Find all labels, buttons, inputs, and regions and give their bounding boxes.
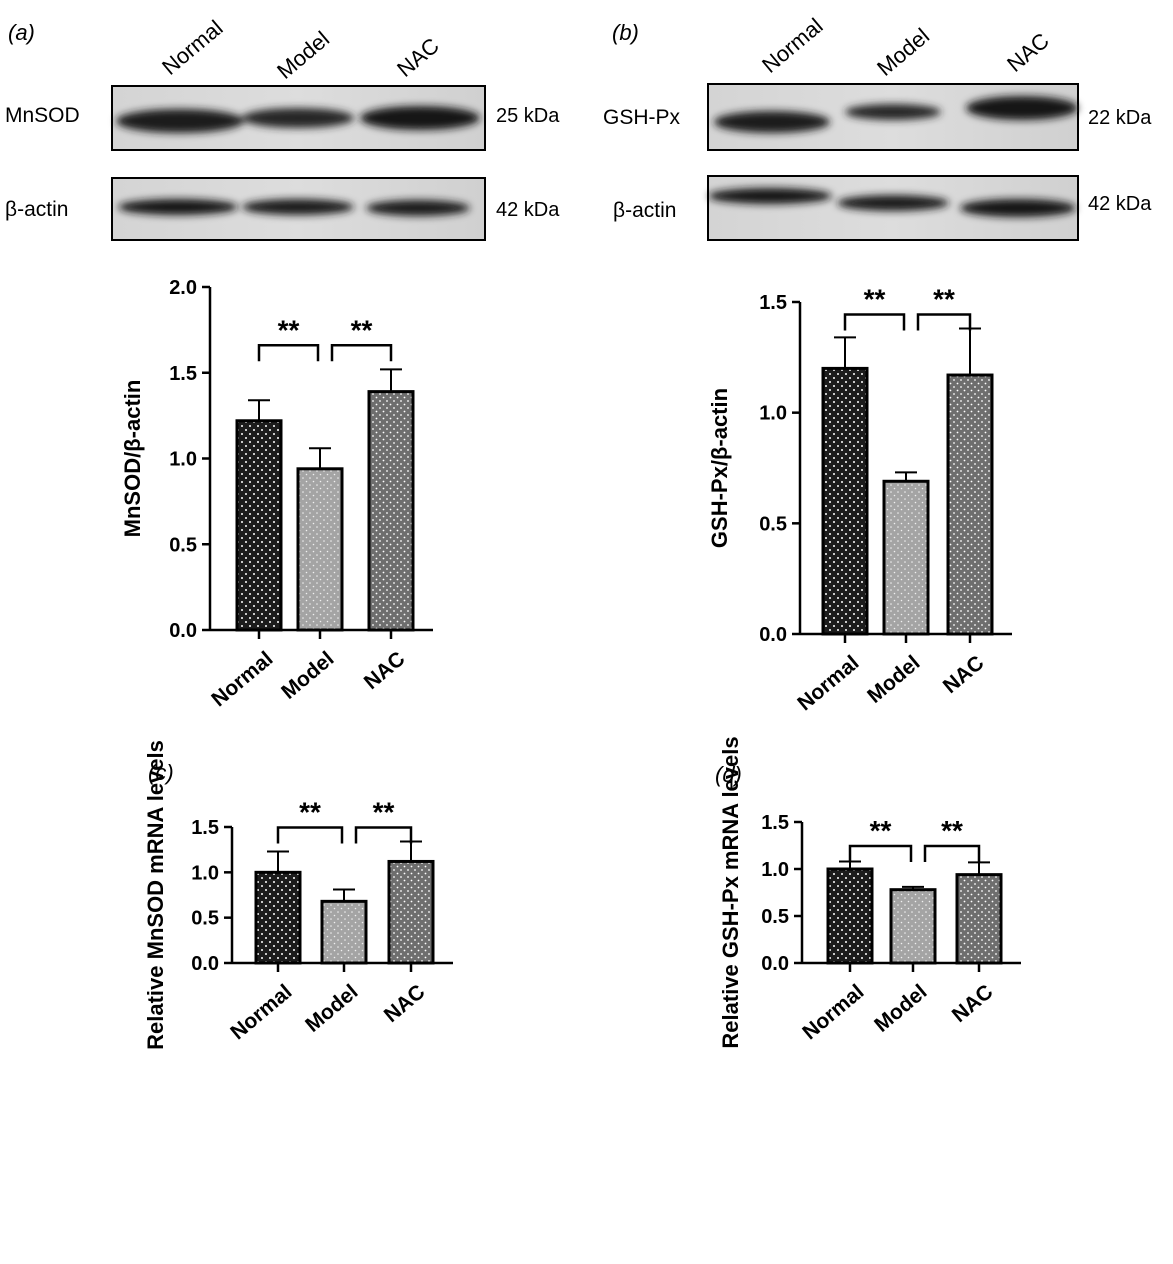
x-tick-label-d-0: Normal <box>798 980 868 1044</box>
panel-b-lane-3: NAC <box>1002 28 1054 77</box>
panel-b-band-2-1 <box>708 188 832 204</box>
significance-bracket-c-0 <box>276 826 344 844</box>
significance-label-c-0: ** <box>299 797 321 828</box>
y-axis-label-d: Relative GSH-Px mRNA levels <box>718 736 743 1048</box>
chart-d: 0.0 0.5 1.0 1.5 Relative GSH-Px mRNA levels N… <box>718 736 1021 1049</box>
panel-a-lane-3: NAC <box>392 33 444 82</box>
panel-a-band-1-2 <box>242 108 354 128</box>
chart-b: 0.0 0.5 1.0 1.5 GSH-Px/β-actin Normal Model NAC… <box>707 284 1012 715</box>
x-tick-label-c-2: NAC <box>380 980 430 1027</box>
y-tick-label-d-3: 1.5 <box>761 812 789 834</box>
significance-bracket-a-0 <box>257 344 320 362</box>
y-tick-label-c-3: 1.5 <box>191 817 219 839</box>
bar-d-model <box>889 888 937 965</box>
y-tick-label-b-1: 0.5 <box>759 513 787 535</box>
x-tick-label-c-1: Model <box>301 980 362 1037</box>
panel-b-band-1-1 <box>714 111 830 133</box>
bar-a-normal <box>235 419 283 632</box>
panel-a-row-2-name: β-actin <box>5 198 68 221</box>
panel-b-band-2-3 <box>960 199 1076 217</box>
y-tick-label-b-2: 1.0 <box>759 403 787 425</box>
panel-b-band-1-2 <box>845 104 941 120</box>
x-tick-label-b-1: Model <box>863 651 924 708</box>
bar-b-nac <box>946 373 994 636</box>
y-tick-label-c-0: 0.0 <box>191 953 219 975</box>
y-tick-label-d-1: 0.5 <box>761 906 789 928</box>
panel-a-lane-1: Normal <box>157 15 227 80</box>
panel-c-label: (c) <box>148 760 174 785</box>
x-tick-label-b-2: NAC <box>939 651 989 698</box>
panel-d-label: (d) <box>715 762 742 787</box>
panel-a-blot: (a) Normal Model NAC MnSOD 25 kDa β-acti… <box>5 15 560 241</box>
y-tick-label-a-4: 2.0 <box>169 277 197 299</box>
y-tick-label-a-0: 0.0 <box>169 620 197 642</box>
panel-b-band-2-2 <box>837 195 949 211</box>
bar-a-model <box>296 467 344 632</box>
panel-a-row-2-size: 42 kDa <box>496 199 560 221</box>
bar-d-normal <box>826 867 874 965</box>
panel-b-row-2-name: β-actin <box>613 199 676 222</box>
x-tick-label-a-1: Model <box>277 647 338 704</box>
y-tick-label-a-2: 1.0 <box>169 449 197 471</box>
panel-a-band-2-2 <box>242 199 354 215</box>
y-tick-label-d-0: 0.0 <box>761 953 789 975</box>
panel-b-band-1-3 <box>966 96 1078 120</box>
panel-a-row-1-size: 25 kDa <box>496 105 560 127</box>
y-axis-label-a: MnSOD/β-actin <box>120 380 145 538</box>
panel-a-band-2-3 <box>366 200 470 216</box>
significance-label-d-0: ** <box>870 815 892 846</box>
y-tick-label-a-1: 0.5 <box>169 534 197 556</box>
y-tick-label-c-2: 1.0 <box>191 862 219 884</box>
significance-label-b-1: ** <box>933 284 955 315</box>
significance-bracket-b-0 <box>843 313 906 331</box>
panel-a-lane-2: Model <box>272 26 334 84</box>
panel-b-row-2-size: 42 kDa <box>1088 193 1152 215</box>
bar-b-normal <box>821 366 869 636</box>
bar-c-normal <box>254 870 302 965</box>
significance-label-a-1: ** <box>351 314 373 345</box>
bar-c-nac <box>387 859 435 965</box>
significance-label-a-0: ** <box>278 314 300 345</box>
chart-c: 0.0 0.5 1.0 1.5 Relative MnSOD mRNA levels No… <box>143 740 453 1050</box>
y-tick-label-b-0: 0.0 <box>759 624 787 646</box>
x-tick-label-a-2: NAC <box>360 647 410 694</box>
panel-a-band-1-3 <box>360 106 480 130</box>
panel-b-lane-2: Model <box>872 23 934 81</box>
y-tick-label-d-2: 1.0 <box>761 859 789 881</box>
bar-d-nac <box>955 873 1003 965</box>
y-tick-label-b-3: 1.5 <box>759 292 787 314</box>
y-axis-label-c: Relative MnSOD mRNA levels <box>143 740 168 1050</box>
significance-bracket-d-1 <box>923 844 981 862</box>
x-tick-label-d-2: NAC <box>948 980 998 1027</box>
y-tick-label-c-1: 0.5 <box>191 908 219 930</box>
panel-b-lane-1: Normal <box>757 13 827 78</box>
x-tick-label-b-0: Normal <box>793 651 863 715</box>
significance-label-c-1: ** <box>373 797 395 828</box>
panel-a-row-1-name: MnSOD <box>5 104 80 127</box>
chart-a: 0.0 0.5 1.0 1.5 2.0 MnSOD/β-actin Normal Model N… <box>120 277 433 711</box>
significance-label-b-0: ** <box>864 284 886 315</box>
significance-bracket-b-1 <box>916 313 972 331</box>
bar-c-model <box>320 899 368 965</box>
panel-b-blot: (b) Normal Model NAC GSH-Px 22 kDa β-act… <box>603 13 1152 241</box>
panel-b-label: (b) <box>612 20 639 45</box>
x-tick-label-c-0: Normal <box>226 980 296 1044</box>
significance-bracket-d-0 <box>848 844 913 862</box>
significance-bracket-c-1 <box>354 826 413 844</box>
panel-a-band-2-1 <box>118 199 238 215</box>
panel-b-row-1-name: GSH-Px <box>603 106 681 129</box>
panel-a-band-1-1 <box>116 109 244 133</box>
significance-bracket-a-1 <box>330 344 393 362</box>
panel-a-label: (a) <box>8 20 35 45</box>
x-tick-label-a-0: Normal <box>207 647 277 711</box>
bar-a-nac <box>367 390 415 632</box>
significance-label-d-1: ** <box>941 815 963 846</box>
y-tick-label-a-3: 1.5 <box>169 363 197 385</box>
y-axis-label-b: GSH-Px/β-actin <box>707 388 732 548</box>
panel-b-row-1-size: 22 kDa <box>1088 107 1152 129</box>
bar-b-model <box>882 479 930 636</box>
x-tick-label-d-1: Model <box>870 980 931 1037</box>
